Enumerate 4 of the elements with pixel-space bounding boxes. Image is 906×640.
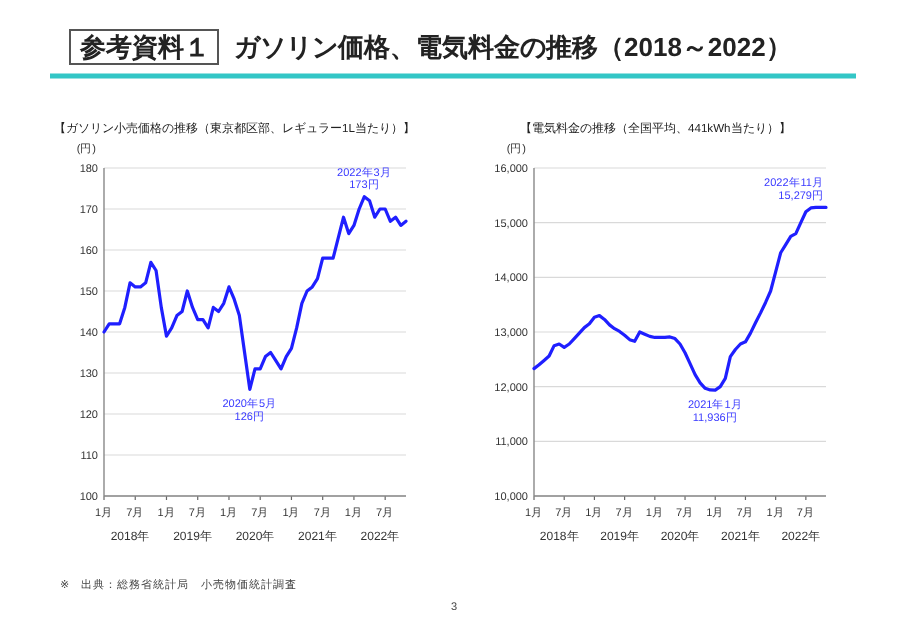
text: 参考資料１ (78, 32, 210, 62)
line-series (102, 195, 408, 391)
line-series (532, 205, 828, 392)
text: ガソリン価格、電気料金の推移（2018～2022） (234, 32, 792, 62)
